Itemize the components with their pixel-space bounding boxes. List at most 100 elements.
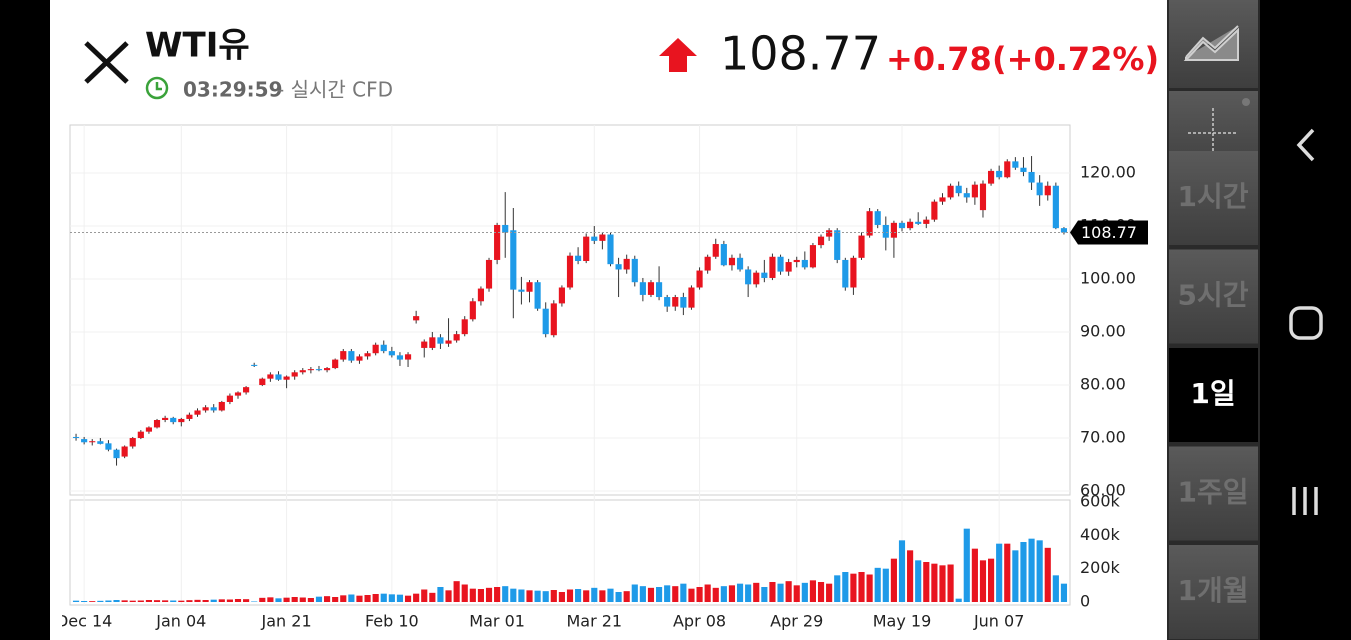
volume-bar	[194, 599, 201, 602]
volume-bar	[291, 597, 298, 602]
volume-bar	[89, 601, 96, 602]
candle-body	[639, 282, 646, 295]
volume-bar	[1004, 543, 1011, 602]
volume-bar	[907, 550, 914, 602]
volume-bar	[1012, 550, 1019, 602]
candle-body	[542, 308, 549, 335]
candle-body	[566, 255, 574, 288]
candle-body	[558, 287, 565, 304]
volume-bar	[526, 590, 533, 602]
volume-bar	[121, 600, 128, 602]
clock-hand	[155, 82, 162, 91]
volume-tick-label: 400k	[1080, 525, 1121, 544]
candle-body	[931, 201, 938, 220]
candle-body	[947, 185, 954, 198]
candle-body	[728, 257, 736, 266]
volume-bar	[81, 601, 88, 602]
volume-bar	[834, 575, 841, 602]
volume-bar	[728, 585, 736, 602]
volume-bar	[494, 587, 501, 602]
candle-body	[356, 356, 363, 361]
volume-bar	[307, 598, 314, 602]
volume-bar	[817, 582, 825, 602]
volume-bar	[1036, 540, 1043, 602]
x-tick-label: Dec 14	[56, 612, 112, 631]
home-button[interactable]	[1289, 306, 1323, 340]
candle-body	[1036, 182, 1043, 196]
candle-body	[842, 259, 849, 288]
volume-bar	[323, 596, 331, 602]
candle-body	[534, 282, 541, 309]
volume-bar	[1060, 583, 1068, 602]
candle-body	[866, 211, 873, 236]
y-tick-label: 120.00	[1080, 163, 1136, 182]
volume-bar	[162, 600, 169, 602]
recents-button[interactable]	[1292, 487, 1318, 515]
candle-body	[97, 441, 104, 444]
last-price-label: 108.77	[1081, 223, 1137, 242]
candle-body	[939, 197, 946, 202]
timeframe-button[interactable]	[1169, 446, 1258, 541]
volume-bar	[170, 600, 177, 602]
candle-body	[1004, 161, 1011, 178]
volume-bar	[761, 587, 768, 602]
price-panel	[69, 124, 1071, 496]
candle-body	[121, 446, 128, 457]
volume-bar	[842, 572, 849, 602]
y-tick-label: 70.00	[1080, 428, 1126, 447]
volume-bar	[72, 600, 80, 602]
volume-bar	[364, 595, 371, 602]
volume-bar	[1044, 547, 1051, 602]
candle-body	[720, 244, 727, 266]
volume-bar	[947, 564, 954, 602]
back-button[interactable]	[1296, 128, 1315, 162]
volume-bar	[615, 592, 622, 602]
volume-bar	[583, 590, 590, 602]
timeframe-button[interactable]	[1169, 249, 1258, 344]
candle-body	[202, 407, 209, 411]
candle-body	[380, 344, 387, 352]
timeframe-label: 1주일	[1177, 476, 1248, 509]
volume-bar	[178, 600, 185, 602]
volume-bar	[485, 587, 493, 602]
volume-bar	[826, 583, 833, 602]
timeframe-button[interactable]	[1169, 545, 1258, 639]
candle-body	[979, 183, 987, 211]
volume-bar	[396, 594, 404, 602]
candle-body	[89, 441, 96, 443]
candle-body	[777, 256, 784, 272]
candle-body	[615, 264, 622, 270]
candle-body	[550, 303, 557, 336]
volume-bar	[745, 584, 752, 602]
volume-bar	[502, 586, 509, 602]
candle-body	[680, 297, 687, 308]
volume-bar	[477, 589, 485, 602]
volume-bar	[639, 586, 646, 602]
candle-body	[1012, 161, 1019, 168]
close-button[interactable]	[84, 41, 129, 84]
up-arrow	[659, 38, 697, 72]
last-price-pointer	[1070, 220, 1148, 245]
candle-body	[631, 258, 638, 283]
candle-body	[647, 282, 655, 295]
volume-bar	[315, 596, 323, 602]
volume-tick-label: 200k	[1080, 558, 1121, 577]
volume-bar	[153, 600, 161, 602]
volume-bar	[251, 601, 258, 602]
volume-bar	[647, 587, 655, 602]
candle-body	[769, 256, 776, 278]
volume-bar	[210, 599, 217, 602]
candle-body	[518, 289, 525, 292]
time: 03:29:59	[183, 78, 283, 102]
volume-bar	[955, 598, 962, 602]
volume-bar	[1020, 542, 1027, 602]
timeframe-button[interactable]	[1169, 151, 1258, 245]
candle-body	[396, 355, 404, 360]
x-tick-label: Apr 08	[673, 612, 726, 631]
candle-body	[996, 170, 1003, 178]
timeframe-label: 1일	[1190, 377, 1235, 410]
timeframe-button[interactable]	[1169, 348, 1258, 442]
candle-body	[372, 344, 379, 354]
volume-bar	[939, 565, 946, 602]
